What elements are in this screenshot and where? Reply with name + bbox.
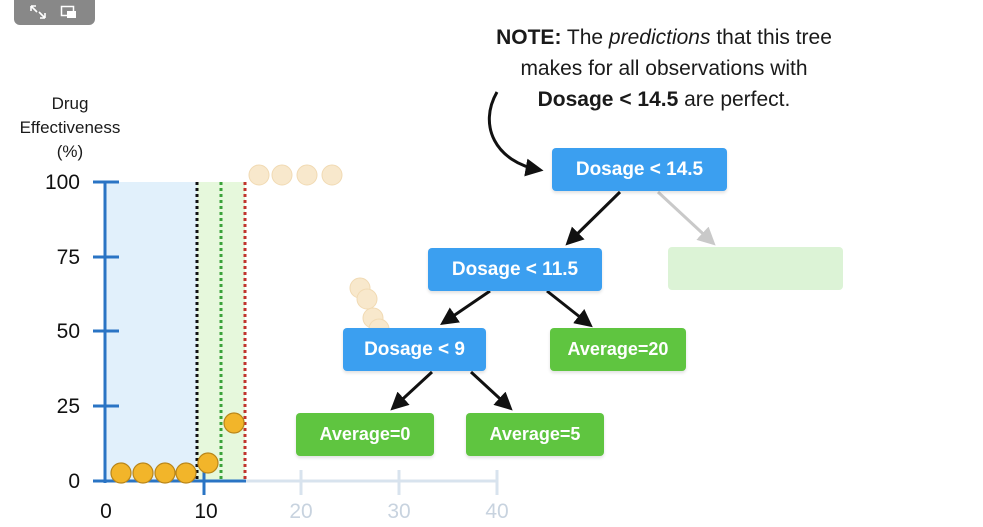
data-point [197, 452, 219, 474]
tree-leaf-average-5: Average=5 [466, 413, 604, 456]
video-controls [14, 0, 95, 25]
data-point [154, 462, 176, 484]
picture-in-picture-icon[interactable] [60, 4, 78, 20]
tree-edges [390, 190, 622, 411]
note-text: NOTE: The predictions that this tree mak… [434, 22, 894, 115]
note-lead: NOTE: [496, 26, 562, 49]
note-line-2: makes for all observations with [520, 57, 808, 80]
x-tick-label: 20 [289, 500, 313, 523]
x-tick-label: 10 [194, 500, 218, 523]
tree-edge-faded [656, 190, 716, 246]
note-emphasis: predictions [608, 26, 711, 49]
x-tick-label: 0 [100, 500, 112, 523]
x-ticks [202, 470, 499, 495]
data-point [132, 462, 154, 484]
x-tick-label: 30 [387, 500, 411, 523]
y-tick-label: 50 [56, 320, 80, 343]
y-ticks [93, 180, 119, 408]
y-tick-label: 25 [56, 395, 80, 418]
tree-node-right-placeholder [668, 247, 843, 290]
y-tick-label: 0 [68, 470, 80, 493]
note-condition: Dosage < 14.5 [537, 88, 679, 111]
tree-leaf-average-20: Average=20 [550, 328, 686, 371]
data-points [110, 412, 245, 484]
faded-points [248, 164, 390, 340]
x-tick-label: 40 [485, 500, 509, 523]
tree-leaf-average-0: Average=0 [296, 413, 434, 456]
data-point [110, 462, 132, 484]
fullscreen-arrows-icon[interactable] [29, 4, 47, 20]
y-axis-label: Drug Effectiveness (%) [19, 94, 121, 161]
data-point [223, 412, 245, 434]
y-tick-label: 75 [56, 246, 80, 269]
region-dosage-below-9 [106, 182, 197, 481]
tree-node-leftleft: Dosage < 9 [343, 328, 486, 371]
tree-node-root: Dosage < 14.5 [552, 148, 727, 191]
data-point [175, 462, 197, 484]
y-tick-label: 100 [44, 171, 80, 194]
note-arrow [487, 91, 544, 177]
tree-node-left: Dosage < 11.5 [428, 248, 602, 291]
